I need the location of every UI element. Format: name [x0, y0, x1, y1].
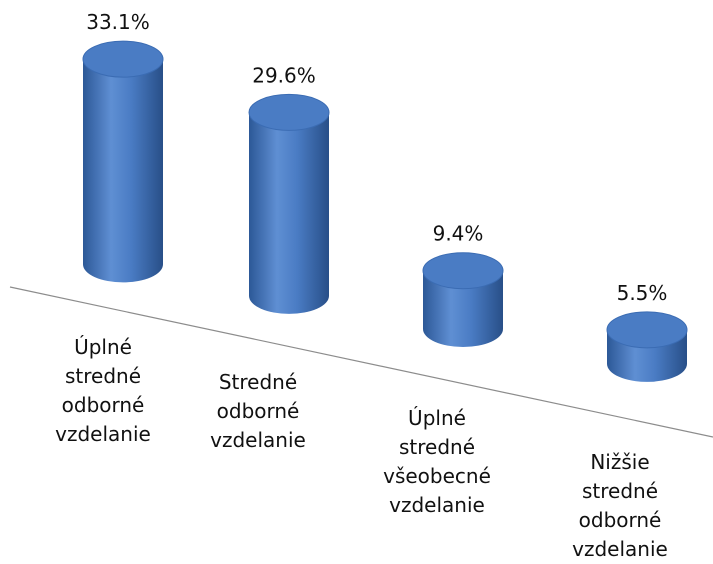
category-label: Stredné odborné vzdelanie [210, 370, 306, 452]
cylinder-top [606, 311, 688, 349]
cylinder-body [83, 59, 163, 283]
cylinder-body [249, 112, 329, 314]
value-label: 33.1% [86, 10, 150, 34]
cylinder-top [422, 252, 504, 290]
baseline [9, 286, 713, 438]
value-label: 29.6% [252, 63, 316, 87]
value-label: 5.5% [617, 281, 668, 305]
cylinder-top [248, 93, 330, 131]
category-label: Nižšie stredné odborné vzdelanie [572, 450, 668, 561]
category-label: Úplné stredné odborné vzdelanie [55, 335, 151, 446]
cylinder-body [423, 270, 503, 347]
value-label: 9.4% [433, 222, 484, 246]
cylinder-top [82, 40, 164, 78]
category-label: Úplné stredné všeobecné vzdelanie [383, 406, 491, 517]
